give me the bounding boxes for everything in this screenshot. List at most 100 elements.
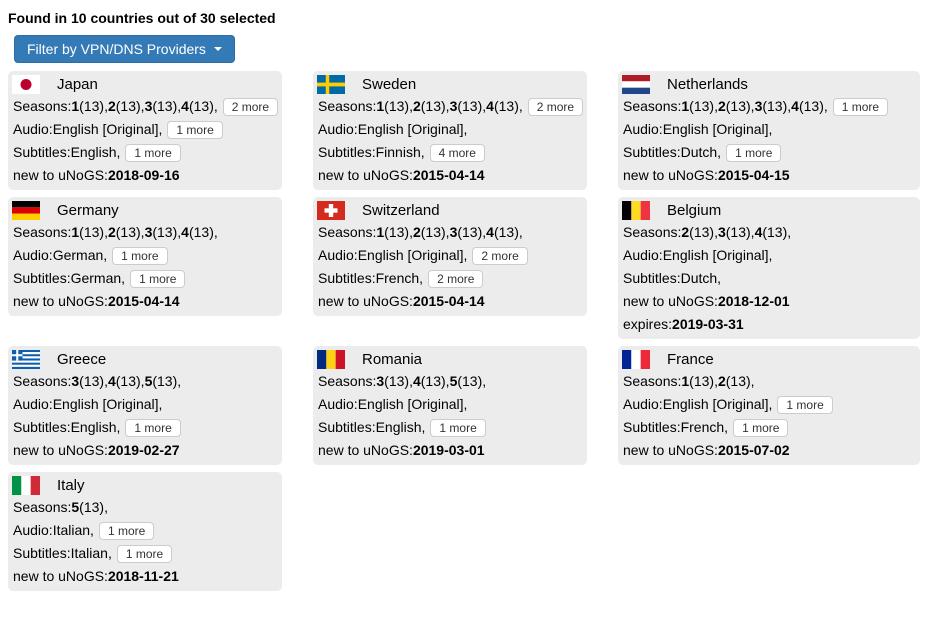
country-header: Japan bbox=[10, 73, 280, 95]
country-card-switzerland[interactable]: Switzerland Seasons:1(13),2(13),3(13),4(1… bbox=[313, 197, 587, 316]
season-number: 1 bbox=[71, 224, 80, 240]
subtitles-more-button[interactable]: 1 more bbox=[726, 144, 782, 162]
subtitles-more-button[interactable]: 1 more bbox=[733, 419, 789, 437]
season-number: 5 bbox=[71, 499, 80, 515]
new-to-line: new to uNoGS:2015-07-02 bbox=[620, 439, 918, 462]
subtitles-value: English, bbox=[375, 419, 426, 435]
country-header: Switzerland bbox=[315, 199, 585, 221]
country-card-netherlands[interactable]: Netherlands Seasons:1(13),2(13),3(13),4(1… bbox=[618, 71, 920, 190]
seasons-line: Seasons:1(13),2(13), bbox=[620, 370, 918, 393]
subtitles-line: Subtitles:Finnish, 4 more bbox=[315, 141, 585, 164]
country-header: Romania bbox=[315, 348, 585, 370]
seasons-label: Seasons: bbox=[13, 373, 72, 389]
seasons-line: Seasons:1(13),2(13),3(13),4(13), 2 more bbox=[315, 95, 585, 118]
subtitles-more-button[interactable]: 1 more bbox=[430, 419, 486, 437]
country-name: Switzerland bbox=[362, 202, 440, 219]
audio-label: Audio: bbox=[318, 396, 358, 412]
greece-flag-icon bbox=[12, 350, 40, 369]
season-number: 4 bbox=[181, 98, 189, 114]
audio-line: Audio:English [Original], bbox=[315, 393, 585, 416]
subtitles-more-button[interactable]: 1 more bbox=[116, 545, 173, 563]
subtitles-value: Finnish, bbox=[375, 144, 425, 160]
country-header: France bbox=[620, 348, 918, 370]
subtitles-more-button[interactable]: 1 more bbox=[125, 144, 181, 162]
season-number: 2 bbox=[412, 98, 421, 114]
seasons-label: Seasons: bbox=[623, 224, 682, 240]
country-card-germany[interactable]: Germany Seasons:1(13),2(13),3(13),4(13), A… bbox=[8, 197, 282, 316]
subtitles-line: Subtitles:German, 1 more bbox=[10, 267, 280, 290]
season-episodes: (13), bbox=[384, 98, 413, 114]
audio-value: English [Original], bbox=[52, 396, 163, 412]
country-card-france[interactable]: France Seasons:1(13),2(13), Audio:English … bbox=[618, 346, 920, 465]
season-number: 1 bbox=[681, 98, 690, 114]
country-header: Italy bbox=[10, 474, 280, 496]
season-number: 1 bbox=[71, 98, 80, 114]
filter-button-label: Filter by VPN/DNS Providers bbox=[27, 41, 206, 57]
audio-label: Audio: bbox=[623, 396, 663, 412]
seasons-more-button[interactable]: 1 more bbox=[832, 98, 889, 116]
subtitles-line: Subtitles:Dutch, 1 more bbox=[620, 141, 918, 164]
season-episodes: (13), bbox=[762, 98, 792, 114]
country-header: Germany bbox=[10, 199, 280, 221]
country-card-greece[interactable]: Greece Seasons:3(13),4(13),5(13), Audio:En… bbox=[8, 346, 282, 465]
subtitles-label: Subtitles: bbox=[318, 144, 376, 160]
new-to-date: 2018-12-01 bbox=[717, 293, 790, 309]
audio-more-button[interactable]: 1 more bbox=[98, 522, 155, 540]
country-header: Netherlands bbox=[620, 73, 918, 95]
subtitles-more-button[interactable]: 1 more bbox=[125, 419, 181, 437]
new-to-label: new to uNoGS: bbox=[623, 442, 718, 458]
audio-more-button[interactable]: 1 more bbox=[112, 247, 168, 265]
subtitles-more-button[interactable]: 1 more bbox=[130, 270, 186, 288]
audio-line: Audio:Italian, 1 more bbox=[10, 519, 280, 542]
seasons-line: Seasons:3(13),4(13),5(13), bbox=[10, 370, 280, 393]
subtitles-more-button[interactable]: 2 more bbox=[428, 270, 484, 288]
audio-more-button[interactable]: 2 more bbox=[472, 247, 528, 265]
audio-more-button[interactable]: 1 more bbox=[777, 396, 833, 414]
season-episodes: (13), bbox=[457, 98, 487, 114]
audio-label: Audio: bbox=[13, 396, 53, 412]
season-episodes: (13), bbox=[384, 373, 413, 389]
country-card-japan[interactable]: Japan Seasons:1(13),2(13),3(13),4(13), 2 m… bbox=[8, 71, 282, 190]
country-card-sweden[interactable]: Sweden Seasons:1(13),2(13),3(13),4(13), 2 … bbox=[313, 71, 587, 190]
subtitles-value: French, bbox=[375, 270, 424, 286]
subtitles-label: Subtitles: bbox=[623, 270, 681, 286]
season-episodes: (13), bbox=[115, 373, 145, 389]
season-episodes: (13), bbox=[79, 499, 108, 515]
country-card-romania[interactable]: Romania Seasons:3(13),4(13),5(13), Audio:E… bbox=[313, 346, 587, 465]
season-episodes: (13), bbox=[152, 224, 182, 240]
season-episodes: (13), bbox=[689, 98, 718, 114]
seasons-more-button[interactable]: 2 more bbox=[527, 98, 584, 116]
seasons-line: Seasons:3(13),4(13),5(13), bbox=[315, 370, 585, 393]
page-title: Found in 10 countries out of 30 selected bbox=[8, 10, 276, 26]
season-episodes: (13), bbox=[457, 373, 487, 389]
subtitles-label: Subtitles: bbox=[318, 270, 376, 286]
country-header: Sweden bbox=[315, 73, 585, 95]
subtitles-more-button[interactable]: 4 more bbox=[429, 144, 485, 162]
audio-more-button[interactable]: 1 more bbox=[167, 121, 223, 139]
audio-value: English [Original], bbox=[662, 396, 773, 412]
subtitles-label: Subtitles: bbox=[13, 144, 71, 160]
season-episodes: (13), bbox=[79, 224, 108, 240]
season-episodes: (13), bbox=[725, 224, 755, 240]
audio-value: English [Original], bbox=[662, 247, 773, 263]
country-card-italy[interactable]: Italy Seasons:5(13), Audio:Italian, 1 more S… bbox=[8, 472, 282, 591]
season-number: 2 bbox=[412, 224, 421, 240]
seasons-label: Seasons: bbox=[13, 98, 72, 114]
filter-vpn-button[interactable]: Filter by VPN/DNS Providers bbox=[14, 35, 235, 63]
new-to-label: new to uNoGS: bbox=[13, 167, 108, 183]
audio-value: English [Original], bbox=[357, 121, 468, 137]
seasons-line: Seasons:1(13),2(13),3(13),4(13), bbox=[10, 221, 280, 244]
new-to-line: new to uNoGS:2015-04-15 bbox=[620, 164, 918, 187]
seasons-more-button[interactable]: 2 more bbox=[222, 98, 279, 116]
season-number: 3 bbox=[449, 224, 458, 240]
season-number: 2 bbox=[681, 224, 690, 240]
season-episodes: (13), bbox=[79, 98, 108, 114]
subtitles-line: Subtitles:English, 1 more bbox=[10, 416, 280, 439]
new-to-date: 2015-04-14 bbox=[412, 293, 485, 309]
season-number: 4 bbox=[486, 98, 494, 114]
country-card-belgium[interactable]: Belgium Seasons:2(13),3(13),4(13), Audio:E… bbox=[618, 197, 920, 339]
season-number: 3 bbox=[376, 373, 385, 389]
subtitles-value: English, bbox=[70, 144, 121, 160]
audio-label: Audio: bbox=[623, 247, 663, 263]
season-episodes: (13), bbox=[762, 224, 792, 240]
